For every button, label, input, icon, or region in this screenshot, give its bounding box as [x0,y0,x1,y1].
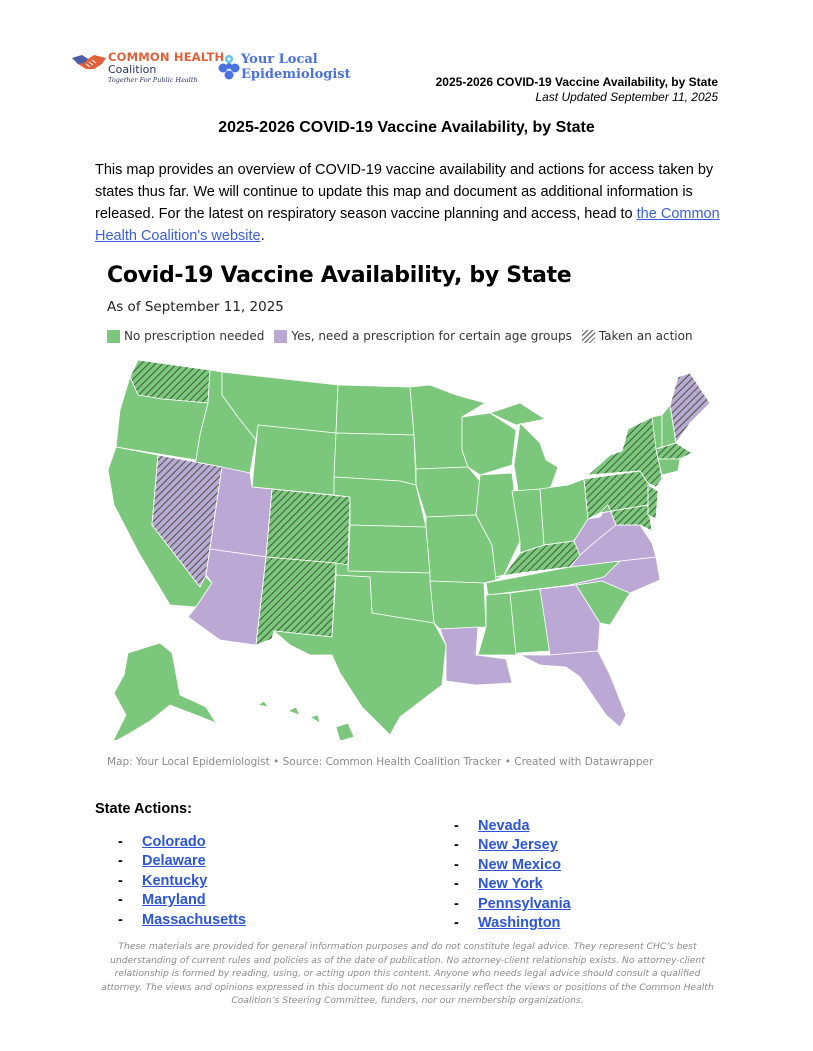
map-title: Covid-19 Vaccine Availability, by State [107,263,572,288]
us-states-map [107,359,711,740]
list-item: - Washington [454,915,561,932]
legend-item-prescription-needed: Yes, need a prescription for certain age… [274,329,572,343]
legend-item-taken-action: Taken an action [581,329,693,343]
state-michigan [489,402,559,492]
map-legend: No prescription needed Yes, need a presc… [107,328,703,344]
state-kansas [347,524,431,574]
state-link-new-jersey[interactable]: New Jersey [478,837,558,854]
chc-logo-line2: Coalition [108,63,157,76]
handshake-icon [72,55,106,69]
legend-label: Yes, need a prescription for certain age… [291,329,572,343]
state-alaska [113,642,217,740]
list-item: - Kentucky [118,872,208,889]
state-illinois [475,472,521,581]
state-actions-heading: State Actions: [95,801,192,817]
list-item: - Nevada [454,817,530,834]
state-mississippi [477,592,517,656]
state-link-colorado[interactable]: Colorado [142,833,206,850]
legend-item-no-prescription: No prescription needed [107,329,264,343]
list-item: - Massachusetts [118,911,246,928]
state-florida [519,650,627,728]
list-item: - New Jersey [454,837,558,854]
state-link-delaware[interactable]: Delaware [142,853,206,870]
green-swatch-icon [107,329,120,343]
chc-website-link[interactable]: the Common Health Coalition's website [95,206,720,244]
state-connecticut-rhode-island [657,458,681,476]
list-item: - Pennsylvania [454,895,571,912]
state-link-kentucky[interactable]: Kentucky [142,872,208,889]
state-north-carolina [569,556,661,594]
state-wisconsin [461,412,517,476]
intro-paragraph: This map provides an overview of COVID-1… [95,159,725,247]
state-link-massachusetts[interactable]: Massachusetts [142,911,246,928]
state-arkansas [429,580,487,630]
molecule-pin-icon [218,55,240,80]
hatch-swatch-icon [581,329,595,343]
state-north-dakota [335,384,415,436]
state-link-nevada[interactable]: Nevada [478,817,530,834]
yle-logo-line1: Your Local [241,52,318,67]
state-actions-list-left: - Colorado - Delaware - Kentucky - Maryland … [118,832,246,930]
state-wyoming [251,424,337,496]
state-link-washington[interactable]: Washington [478,915,561,932]
list-item: - New Mexico [454,856,561,873]
state-link-pennsylvania[interactable]: Pennsylvania [478,895,571,912]
chc-logo-line1: COMMON HEALTH [108,50,225,64]
list-item: - Colorado [118,833,206,850]
state-link-new-york[interactable]: New York [478,876,543,893]
legal-disclaimer: These materials are provided for general… [101,941,714,1006]
chc-logo-tagline: Together For Public Health [108,76,198,84]
your-local-epidemiologist-logo: Your Local Epidemiologist [218,52,368,86]
map-subtitle: As of September 11, 2025 [107,299,284,315]
purple-swatch-icon [274,329,288,343]
list-item: - New York [454,876,543,893]
legend-label: Taken an action [598,329,693,343]
state-alabama [509,588,551,656]
list-item: - Delaware [118,853,206,870]
state-link-maryland[interactable]: Maryland [142,892,206,909]
legend-label: No prescription needed [124,329,265,343]
state-link-new-mexico[interactable]: New Mexico [478,856,561,873]
page-title: 2025-2026 COVID-19 Vaccine Availability,… [218,119,595,136]
state-iowa [415,466,481,518]
list-item: - Maryland [118,892,206,909]
yle-logo-line2: Epidemiologist [241,67,351,82]
state-hawaii [257,700,355,740]
state-texas [273,574,447,736]
state-louisiana [439,626,513,686]
common-health-coalition-logo: COMMON HEALTH Coalition Together For Pub… [72,50,224,86]
map-source: Map: Your Local Epidemiologist • Source:… [107,756,654,768]
header-doc-title: 2025-2026 COVID-19 Vaccine Availability,… [435,75,718,89]
intro-text: This map provides an overview of COVID-1… [95,162,714,222]
intro-end: . [260,228,265,244]
state-georgia [539,584,601,656]
state-south-dakota [333,432,417,486]
state-actions-list-right: - Nevada - New Jersey - New Mexico - New Yor… [454,816,571,933]
last-updated: Last Updated September 11, 2025 [535,90,718,104]
